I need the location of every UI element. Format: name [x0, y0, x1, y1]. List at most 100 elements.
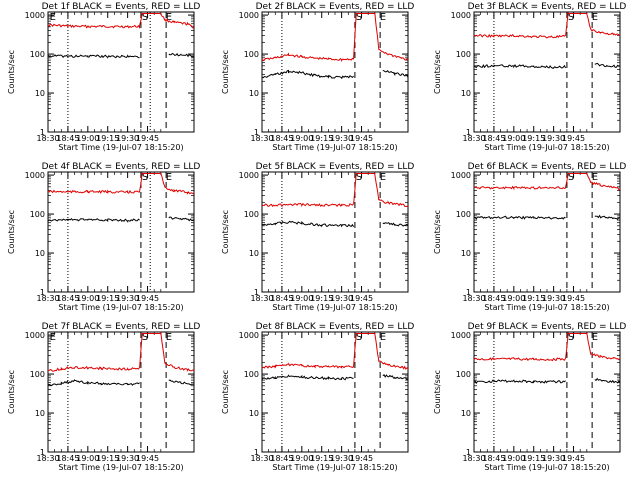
- y-tick-label: 100: [244, 210, 259, 219]
- x-tick-label: 19:15: [522, 134, 545, 143]
- y-axis-label: Counts/sec: [7, 50, 16, 94]
- x-axis-label: Start Time (19-Jul-07 18:15:20): [484, 143, 609, 152]
- y-tick-label: 1000: [451, 331, 471, 340]
- x-tick-label: 19:45: [136, 134, 159, 143]
- x-tick-label: 19:30: [330, 294, 353, 303]
- x-tick-label: 18:45: [482, 134, 505, 143]
- annotation-flag: E: [592, 332, 598, 343]
- x-tick-label: 19:45: [562, 134, 585, 143]
- y-tick-label: 10: [249, 249, 259, 258]
- x-tick-label: 19:45: [562, 454, 585, 463]
- annotation-flag: S: [568, 172, 574, 183]
- y-tick-label: 1000: [239, 171, 259, 180]
- x-tick-label: 19:00: [76, 454, 99, 463]
- annotation-flag: E: [166, 12, 172, 23]
- y-tick-label: 100: [30, 370, 45, 379]
- x-tick-label: 18:45: [482, 454, 505, 463]
- y-tick-label: 10: [461, 409, 471, 418]
- annotation-flag: E: [50, 332, 56, 343]
- x-tick-label: 18:30: [462, 454, 485, 463]
- x-axis-label: Start Time (19-Jul-07 18:15:20): [272, 303, 397, 312]
- annotation-flag: S: [356, 332, 362, 343]
- x-tick-label: 19:00: [502, 294, 525, 303]
- x-tick-label: 19:15: [522, 294, 545, 303]
- y-tick-label: 1000: [451, 11, 471, 20]
- annotation-flag: S: [142, 172, 148, 183]
- annotation-flag: E: [380, 172, 386, 183]
- panel-title: Det 8f BLACK = Events, RED = LLD: [256, 322, 415, 332]
- y-axis-label: Counts/sec: [221, 370, 230, 414]
- x-axis-label: Start Time (19-Jul-07 18:15:20): [58, 303, 183, 312]
- x-tick-label: 18:30: [250, 454, 273, 463]
- y-tick-label: 1: [466, 128, 471, 137]
- annotation-flag: S: [356, 172, 362, 183]
- x-tick-label: 19:15: [310, 454, 333, 463]
- x-tick-label: 19:30: [542, 134, 565, 143]
- y-tick-label: 1000: [25, 171, 45, 180]
- y-tick-label: 1: [40, 288, 45, 297]
- events-rate-line: [474, 377, 621, 385]
- lld-rate-line: [47, 13, 194, 30]
- panel-title: Det 6f BLACK = Events, RED = LLD: [468, 162, 627, 172]
- events-rate-line: [47, 378, 195, 387]
- x-tick-label: 19:15: [522, 454, 545, 463]
- panel-title: Det 3f BLACK = Events, RED = LLD: [468, 2, 627, 12]
- annotation-flag: E: [380, 12, 386, 23]
- y-tick-label: 1: [466, 448, 471, 457]
- y-tick-label: 100: [30, 210, 45, 219]
- panel-title: Det 4f BLACK = Events, RED = LLD: [42, 162, 201, 172]
- annotation-flag: E: [380, 332, 386, 343]
- y-tick-label: 100: [456, 50, 471, 59]
- y-tick-label: 1: [466, 288, 471, 297]
- x-tick-label: 18:45: [56, 134, 79, 143]
- x-tick-label: 19:15: [96, 294, 119, 303]
- x-tick-label: 19:45: [562, 294, 585, 303]
- events-rate-line: [473, 62, 621, 70]
- x-tick-label: 19:30: [116, 454, 139, 463]
- y-tick-label: 100: [244, 50, 259, 59]
- x-tick-label: 18:30: [36, 294, 59, 303]
- annotation-flag: E: [592, 12, 598, 23]
- y-tick-label: 1000: [25, 331, 45, 340]
- y-axis-label: Counts/sec: [221, 210, 230, 254]
- events-rate-line: [47, 52, 195, 59]
- x-tick-label: 19:45: [136, 294, 159, 303]
- x-tick-label: 18:45: [56, 294, 79, 303]
- x-axis-label: Start Time (19-Jul-07 18:15:20): [58, 143, 183, 152]
- x-tick-label: 19:00: [76, 294, 99, 303]
- x-tick-label: 18:30: [250, 294, 273, 303]
- x-axis-label: Start Time (19-Jul-07 18:15:20): [272, 463, 397, 472]
- y-tick-label: 1: [40, 448, 45, 457]
- y-tick-label: 10: [249, 409, 259, 418]
- y-tick-label: 10: [35, 249, 45, 258]
- panel-title: Det 9f BLACK = Events, RED = LLD: [468, 322, 627, 332]
- detector-panel: Det 4f BLACK = Events, RED = LLD 1 10 100 10…: [7, 162, 200, 312]
- x-tick-label: 19:15: [310, 134, 333, 143]
- lld-rate-line: [261, 12, 409, 63]
- plot-frame: [261, 171, 409, 293]
- lld-rate-line: [473, 12, 621, 39]
- x-tick-label: 19:15: [96, 454, 119, 463]
- y-tick-label: 1: [254, 288, 259, 297]
- y-tick-label: 1: [254, 128, 259, 137]
- events-rate-line: [261, 69, 409, 79]
- events-rate-line: [261, 220, 409, 228]
- x-tick-label: 19:30: [116, 134, 139, 143]
- x-axis-label: Start Time (19-Jul-07 18:15:20): [484, 463, 609, 472]
- events-rate-line: [47, 216, 195, 223]
- lld-rate-line: [48, 332, 195, 372]
- plot-frame: [473, 331, 621, 453]
- x-tick-label: 19:00: [502, 454, 525, 463]
- y-axis-label: Counts/sec: [433, 210, 442, 254]
- y-axis-label: Counts/sec: [433, 50, 442, 94]
- plot-frame: [261, 331, 409, 453]
- y-tick-label: 10: [249, 89, 259, 98]
- events-rate-line: [261, 374, 409, 381]
- y-tick-label: 1000: [25, 11, 45, 20]
- detector-panel: Det 2f BLACK = Events, RED = LLD 1 10 100 10…: [221, 2, 414, 152]
- annotation-flag: S: [356, 12, 362, 23]
- plot-frame: [473, 171, 621, 293]
- x-tick-label: 19:45: [136, 454, 159, 463]
- y-tick-label: 1000: [239, 11, 259, 20]
